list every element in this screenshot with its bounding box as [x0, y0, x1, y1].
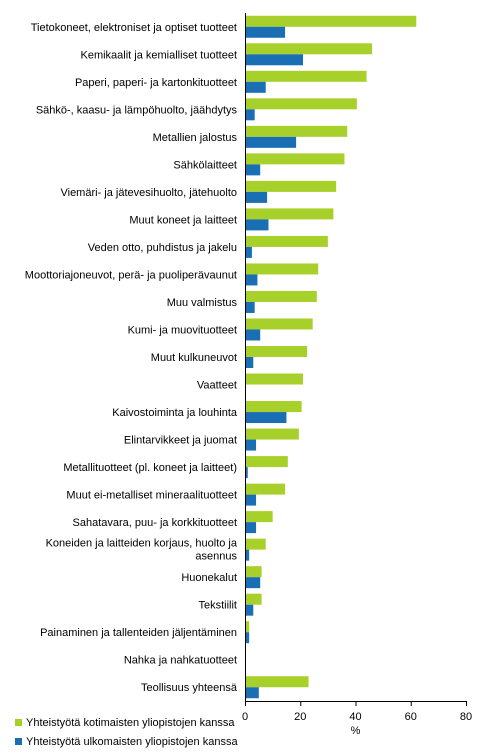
category-label: Muut ei-metalliset mineraalituotteet: [66, 490, 237, 502]
bar-foreign: [245, 357, 254, 368]
bar-domestic: [245, 676, 309, 688]
bar-foreign: [245, 412, 287, 424]
x-tick-label: 80: [460, 711, 472, 723]
bar-domestic: [245, 208, 334, 220]
bar-foreign: [245, 274, 258, 286]
bar-domestic: [245, 593, 262, 605]
bar-foreign: [245, 632, 250, 644]
bar-domestic: [245, 290, 317, 302]
x-tick-label: 20: [294, 711, 306, 723]
bar-foreign: [245, 549, 250, 561]
bar-domestic: [245, 70, 367, 82]
category-label: Metallien jalostus: [153, 132, 238, 144]
bar-domestic: [245, 125, 348, 137]
bar-domestic: [245, 318, 313, 330]
bar-foreign: [245, 467, 248, 479]
bar-foreign: [245, 301, 255, 313]
category-label: Sähkölaitteet: [173, 159, 237, 171]
category-label: Muut kulkuneuvot: [151, 352, 237, 364]
category-label: Huonekalut: [181, 572, 237, 584]
bar-domestic: [245, 153, 345, 165]
legend: Yhteistyötä kotimaisten yliopistojen kan…: [15, 717, 238, 748]
bar-foreign: [245, 191, 268, 203]
bar-foreign: [245, 164, 261, 176]
bar-foreign: [245, 109, 255, 121]
bar-domestic: [245, 621, 250, 633]
bar-foreign: [245, 54, 304, 66]
bar-domestic: [245, 346, 308, 357]
bar-foreign: [245, 522, 257, 534]
category-label: Sahatavara, puu- ja korkkituotteet: [73, 517, 237, 529]
bar-domestic: [245, 456, 288, 468]
category-label: Kumi- ja muovituotteet: [128, 324, 237, 336]
x-tick-label: 40: [349, 711, 361, 723]
bar-foreign: [245, 136, 297, 148]
bar-domestic: [245, 538, 266, 550]
category-label: Muu valmistus: [167, 297, 238, 309]
legend-swatch-domestic: [15, 719, 22, 726]
bars-group: [245, 15, 417, 699]
bar-domestic: [245, 15, 417, 27]
category-label: Elintarvikkeet ja juomat: [124, 435, 237, 447]
bar-domestic: [245, 483, 286, 495]
category-label: Painaminen ja tallenteiden jäljentäminen: [40, 627, 237, 639]
category-label: Koneiden ja laitteiden korjaus, huolto j…: [46, 538, 238, 563]
category-labels-group: Tietokoneet, elektroniset ja optiset tuo…: [25, 22, 238, 694]
category-label: Kemikaalit ja kemialliset tuotteet: [80, 49, 237, 61]
bar-foreign: [245, 246, 252, 258]
category-label: Moottoriajoneuvot, perä- ja puoliperävau…: [25, 269, 237, 281]
bar-domestic: [245, 566, 262, 578]
x-axis: 0 20 40 60 80%: [242, 13, 472, 737]
bar-domestic: [245, 180, 337, 192]
legend-label-foreign: Yhteistyötä ulkomaisten yliopistojen kan…: [26, 736, 238, 748]
bar-domestic: [245, 511, 273, 523]
bar-domestic: [245, 428, 299, 440]
category-label: Vaatteet: [197, 380, 237, 392]
category-label: Nahka ja nahkatuotteet: [124, 655, 237, 667]
x-tick-label: 0: [242, 711, 248, 723]
bar-foreign: [245, 577, 261, 589]
bar-domestic: [245, 373, 304, 385]
category-label: Muut koneet ja laitteet: [129, 214, 237, 226]
bar-foreign: [245, 26, 286, 38]
bar-domestic: [245, 235, 328, 247]
bar-foreign: [245, 687, 259, 699]
x-tick-label: 60: [405, 711, 417, 723]
bar-foreign: [245, 329, 261, 341]
category-label: Metallituotteet (pl. koneet ja laitteet): [63, 462, 237, 474]
category-label: Tekstiilit: [198, 600, 237, 612]
x-axis-title: %: [351, 725, 361, 737]
bar-foreign: [245, 81, 266, 93]
category-label: Paperi, paperi- ja kartonkituotteet: [75, 77, 237, 89]
legend-label-domestic: Yhteistyötä kotimaisten yliopistojen kan…: [26, 717, 235, 729]
category-label: Teollisuus yhteensä: [141, 682, 238, 694]
legend-swatch-foreign: [15, 738, 22, 745]
bar-foreign: [245, 219, 269, 231]
bar-foreign: [245, 494, 257, 506]
bar-domestic: [245, 43, 373, 55]
category-label: Kaivostoiminta ja louhinta: [112, 407, 238, 419]
category-label: Tietokoneet, elektroniset ja optiset tuo…: [31, 22, 237, 34]
bar-foreign: [245, 439, 257, 451]
category-label: Veden otto, puhdistus ja jakelu: [88, 242, 237, 254]
bar-domestic: [245, 263, 319, 275]
bar-domestic: [245, 98, 357, 110]
bar-foreign: [245, 604, 254, 616]
bar-domestic: [245, 401, 302, 413]
category-label: Sähkö-, kaasu- ja lämpöhuolto, jäähdytys: [36, 104, 238, 116]
category-label: Viemäri- ja jätevesihuolto, jätehuolto: [60, 187, 237, 199]
